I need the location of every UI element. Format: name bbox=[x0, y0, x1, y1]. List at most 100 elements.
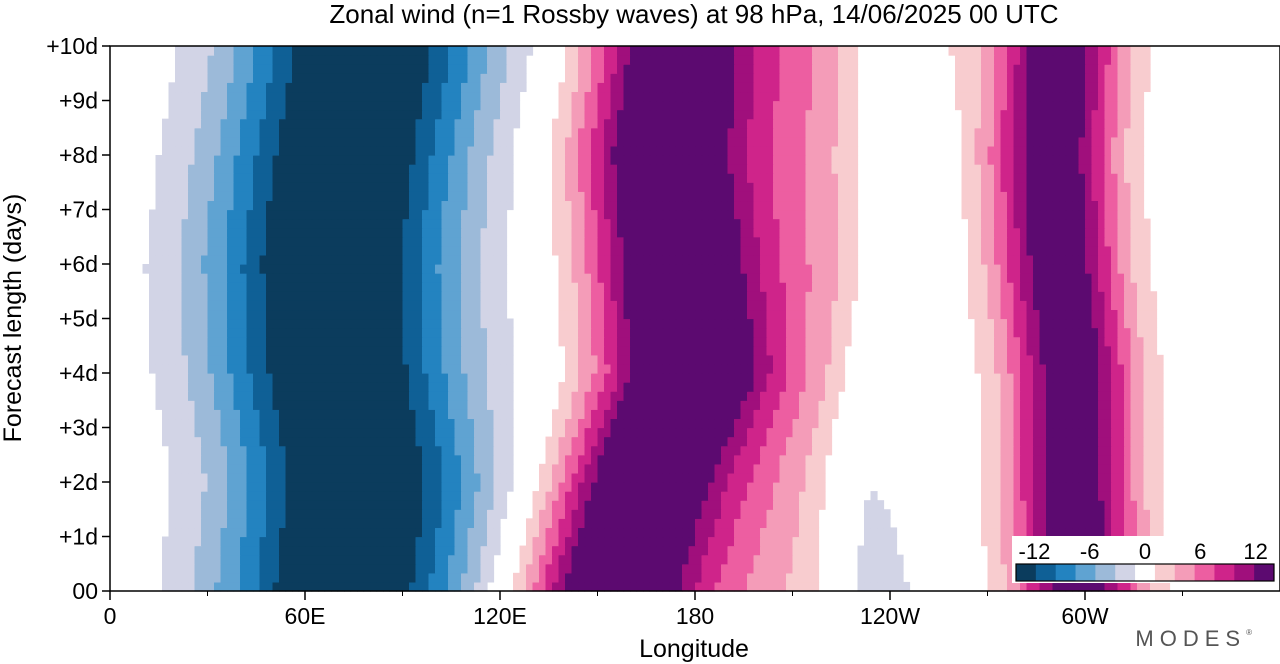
contour-cell bbox=[812, 309, 820, 320]
contour-cell bbox=[162, 563, 170, 574]
contour-cell bbox=[526, 536, 534, 547]
contour-cell bbox=[896, 563, 904, 574]
contour-cell bbox=[474, 373, 482, 383]
contour-cell bbox=[383, 518, 391, 529]
contour-cell bbox=[435, 354, 443, 365]
contour-cell bbox=[701, 491, 709, 501]
contour-cell bbox=[987, 500, 995, 510]
contour-cell bbox=[831, 318, 839, 329]
contour-cell bbox=[818, 291, 826, 301]
contour-cell bbox=[220, 236, 228, 247]
contour-cell bbox=[285, 254, 293, 265]
contour-cell bbox=[201, 327, 209, 338]
contour-cell bbox=[981, 373, 989, 383]
contour-cell bbox=[1143, 463, 1151, 474]
contour-cell bbox=[175, 354, 183, 365]
contour-cell bbox=[812, 291, 820, 301]
contour-cell bbox=[409, 382, 417, 392]
contour-cell bbox=[1052, 391, 1060, 401]
contour-cell bbox=[1104, 500, 1112, 510]
contour-cell bbox=[175, 327, 183, 338]
contour-cell bbox=[851, 264, 859, 274]
contour-cell bbox=[246, 400, 254, 410]
contour-cell bbox=[753, 536, 761, 547]
contour-cell bbox=[214, 318, 222, 329]
contour-cell bbox=[818, 436, 826, 447]
contour-cell bbox=[591, 327, 599, 338]
contour-cell bbox=[500, 300, 508, 311]
contour-cell bbox=[792, 254, 800, 265]
contour-cell bbox=[1124, 300, 1132, 311]
contour-cell bbox=[194, 491, 202, 501]
contour-cell bbox=[324, 509, 332, 519]
contour-cell bbox=[981, 382, 989, 392]
contour-cell bbox=[1052, 264, 1060, 274]
contour-cell bbox=[246, 345, 254, 356]
contour-cell bbox=[1039, 400, 1047, 410]
contour-cell bbox=[188, 500, 196, 510]
contour-cell bbox=[578, 463, 586, 474]
contour-cell bbox=[402, 264, 410, 274]
contour-cell bbox=[643, 264, 651, 274]
contour-cell bbox=[506, 354, 514, 365]
contour-cell bbox=[760, 291, 768, 301]
contour-cell bbox=[389, 354, 397, 365]
contour-cell bbox=[1117, 327, 1125, 338]
contour-cell bbox=[584, 454, 592, 465]
contour-cell bbox=[987, 336, 995, 347]
contour-cell bbox=[1065, 264, 1073, 274]
contour-cell bbox=[695, 409, 703, 420]
contour-cell bbox=[402, 436, 410, 447]
contour-cell bbox=[396, 282, 404, 292]
contour-cell bbox=[994, 264, 1002, 274]
contour-cell bbox=[1065, 373, 1073, 383]
contour-cell bbox=[727, 427, 735, 438]
contour-cell bbox=[1163, 581, 1171, 592]
contour-cell bbox=[461, 409, 469, 420]
contour-cell bbox=[753, 318, 761, 329]
contour-cell bbox=[1085, 436, 1093, 447]
contour-cell bbox=[1137, 427, 1145, 438]
contour-cell bbox=[1039, 300, 1047, 311]
contour-cell bbox=[474, 536, 482, 547]
contour-cell bbox=[675, 363, 683, 374]
contour-cell bbox=[214, 245, 222, 256]
contour-cell bbox=[220, 554, 228, 565]
contour-cell bbox=[994, 463, 1002, 474]
contour-cell bbox=[578, 472, 586, 483]
contour-cell bbox=[363, 391, 371, 401]
contour-cell bbox=[831, 336, 839, 347]
contour-cell bbox=[987, 254, 995, 265]
contour-cell bbox=[454, 427, 462, 438]
contour-cell bbox=[721, 554, 729, 565]
contour-cell bbox=[181, 345, 189, 356]
contour-cell bbox=[363, 581, 371, 592]
contour-cell bbox=[779, 445, 787, 456]
contour-cell bbox=[870, 572, 878, 583]
contour-cell bbox=[825, 373, 833, 383]
contour-cell bbox=[545, 491, 553, 501]
contour-cell bbox=[987, 354, 995, 365]
contour-cell bbox=[857, 545, 865, 556]
contour-cell bbox=[175, 245, 183, 256]
contour-cell bbox=[259, 300, 267, 311]
contour-cell bbox=[1124, 291, 1132, 301]
contour-cell bbox=[740, 581, 748, 592]
contour-cell bbox=[454, 391, 462, 401]
contour-cell bbox=[383, 382, 391, 392]
contour-cell bbox=[825, 345, 833, 356]
contour-cell bbox=[402, 445, 410, 456]
contour-cell bbox=[578, 254, 586, 265]
contour-cell bbox=[1046, 400, 1054, 410]
contour-cell bbox=[324, 363, 332, 374]
contour-cell bbox=[1000, 418, 1008, 429]
contour-cell bbox=[662, 354, 670, 365]
contour-cell bbox=[441, 418, 449, 429]
contour-cell bbox=[233, 563, 241, 574]
contour-cell bbox=[591, 309, 599, 320]
contour-cell bbox=[298, 409, 306, 420]
contour-cell bbox=[1130, 363, 1138, 374]
contour-cell bbox=[994, 245, 1002, 256]
contour-cell bbox=[981, 273, 989, 283]
contour-cell bbox=[688, 418, 696, 429]
